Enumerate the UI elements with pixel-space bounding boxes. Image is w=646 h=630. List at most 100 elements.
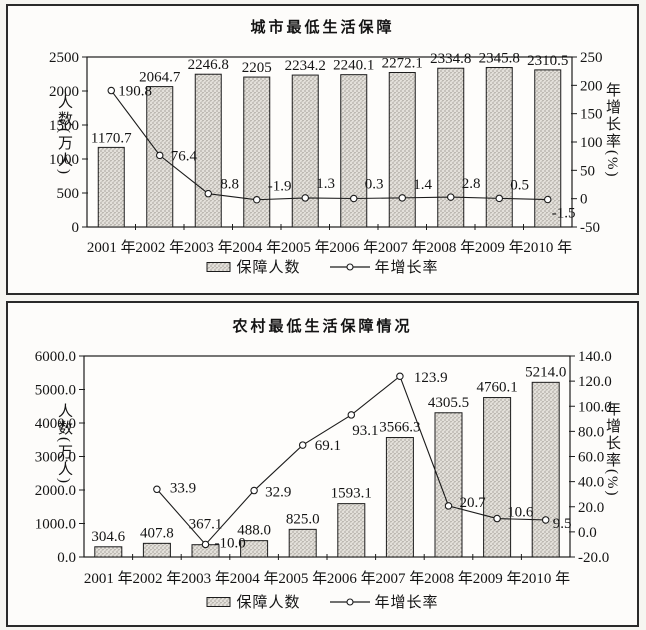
line-value-label: 123.9 (414, 370, 448, 386)
x-axis-label: 2005 年 (281, 239, 330, 256)
bar-value-label: 2345.8 (479, 50, 520, 66)
growth-line (110, 90, 548, 201)
line-value-label: 8.8 (220, 177, 239, 193)
line-value-label: -1.5 (552, 206, 576, 222)
line-value-label: 20.7 (460, 495, 487, 511)
line-value-label: 10.6 (507, 505, 534, 521)
line-value-label: 76.4 (171, 148, 198, 164)
legend-item-bars: 保障人数 (206, 591, 300, 612)
right-axis-title: 年增长率(%) (604, 401, 620, 498)
bar-value-label: 3566.3 (379, 420, 420, 436)
line-value-label: 0.5 (510, 177, 529, 193)
x-axis-label: 2007 年 (376, 570, 425, 587)
left-tick-label: 2000 (49, 84, 79, 100)
line-marker (347, 411, 356, 419)
bar (94, 546, 123, 558)
bar (291, 74, 319, 228)
x-axis-label: 2006 年 (327, 570, 376, 587)
bar-value-label: 5214.0 (525, 364, 566, 380)
bar (385, 437, 414, 558)
line-marker (301, 194, 309, 202)
x-axis-label: 2008 年 (426, 239, 475, 256)
left-tick-label: 1000.0 (35, 517, 76, 533)
left-tick-label: 0 (72, 220, 80, 236)
right-tick-label: 100.0 (578, 399, 612, 415)
x-axis-label: 2008 年 (424, 570, 473, 587)
line-swatch-icon (329, 597, 370, 606)
right-tick-label: 120.0 (578, 374, 612, 390)
right-tick-label: 0.0 (578, 525, 597, 541)
left-tick-label: 1000 (49, 152, 79, 168)
bar-swatch-icon (206, 596, 231, 607)
line-marker (396, 372, 404, 380)
right-axis-title: 年增长率(%) (604, 82, 620, 179)
left-tick-label: 1500 (49, 118, 79, 134)
left-tick-label: 6000.0 (35, 349, 76, 365)
x-axis-label: 2003 年 (184, 239, 233, 256)
bar (483, 397, 512, 558)
bar-value-label: 1593.1 (331, 486, 372, 502)
bar-value-label: 2064.7 (139, 70, 181, 86)
bar (194, 73, 222, 228)
line-value-label: 33.9 (170, 480, 196, 496)
bar (534, 69, 562, 228)
bar-value-label: 2334.8 (430, 51, 471, 67)
right-tick-label: 20.0 (578, 500, 604, 516)
x-axis-label: 2006 年 (329, 239, 378, 256)
x-axis-label: 2002 年 (135, 239, 184, 256)
urban-plot-area: 0 500 1000 1500 2000 2500 -50 0 50 100 150 200 250 20… (49, 50, 603, 256)
line-marker (541, 516, 550, 524)
legend-label: 年增长率 (374, 260, 439, 276)
bar (531, 381, 560, 558)
line-marker (493, 514, 501, 523)
line-marker (253, 195, 261, 204)
chart-title: 城市最低生活保障 (250, 18, 395, 36)
x-axis-label: 2002 年 (133, 570, 182, 587)
left-axis-title: 人数(万人) (56, 94, 72, 176)
right-tick-label: 150 (580, 107, 603, 123)
bar (340, 74, 368, 228)
right-tick-label: -50 (580, 220, 600, 236)
left-tick-label: 3000.0 (35, 450, 76, 466)
left-tick-label: 2500 (49, 50, 79, 66)
bar-value-label: 2272.1 (382, 55, 423, 71)
legend: 保障人数 年增长率 (8, 591, 637, 612)
x-axis-label: 2003 年 (181, 570, 230, 587)
bar-value-label: 2246.8 (188, 57, 229, 73)
line-marker (107, 86, 116, 95)
legend-item-line: 年增长率 (329, 591, 439, 612)
x-axis-label: 2009 年 (475, 239, 524, 256)
line-marker (349, 194, 358, 203)
bar-value-label: 488.0 (237, 523, 271, 539)
line-marker (156, 151, 164, 160)
line-value-label: 1.4 (413, 177, 432, 193)
left-axis-title: 人数(万人) (56, 403, 72, 485)
line-value-label: 1.3 (316, 176, 335, 192)
bar (97, 146, 125, 228)
line-swatch-icon (329, 262, 370, 271)
right-tick-label: 140.0 (578, 349, 612, 365)
x-axis-label: 2004 年 (230, 570, 279, 587)
line-value-label: 190.8 (118, 84, 152, 100)
right-tick-label: 40.0 (578, 475, 604, 491)
right-tick-label: 200 (580, 78, 603, 94)
legend-item-line: 年增长率 (329, 256, 439, 277)
bar (142, 542, 171, 558)
bar-value-label: 2205 (242, 60, 272, 76)
line-value-label: 0.3 (365, 176, 384, 192)
rural-plot-area: 0.0 1000.0 2000.0 3000.0 4000.0 5000.0 6000.0 -… (35, 349, 612, 587)
line-marker (543, 195, 552, 204)
left-tick-label: 4000.0 (35, 416, 76, 432)
x-axis-label: 2005 年 (278, 570, 327, 587)
bar (437, 67, 465, 228)
bar (240, 540, 269, 558)
x-axis-label: 2010 年 (521, 570, 570, 587)
bar-value-label: 407.8 (140, 525, 174, 541)
legend-label: 年增长率 (374, 595, 439, 611)
line-marker (398, 194, 406, 202)
line-value-label: 69.1 (315, 438, 341, 454)
bar-value-label: 4760.1 (476, 380, 517, 396)
chart-title: 农村最低生活保障情况 (232, 317, 413, 335)
bar-value-label: 367.1 (189, 517, 223, 533)
